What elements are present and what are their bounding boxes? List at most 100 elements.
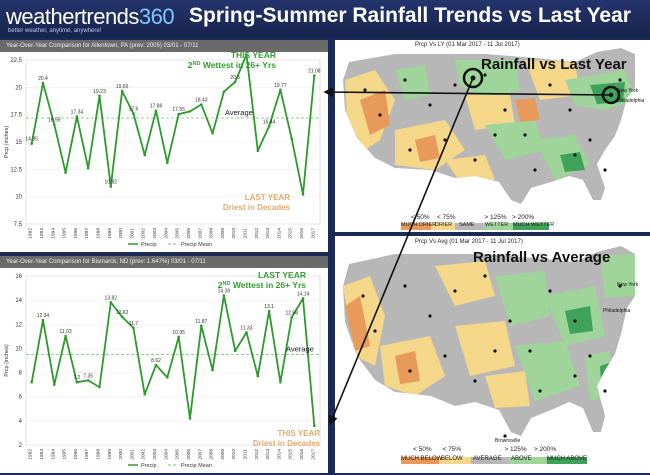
- y-tick-label: 17.5: [10, 113, 22, 119]
- x-tick-label: 2016: [299, 449, 305, 460]
- data-label: 19.77: [274, 83, 287, 89]
- logo-text: weathertrends360: [6, 4, 175, 29]
- x-tick-label: 2015: [288, 449, 294, 460]
- weathertrends-logo: weathertrends360 better weather, anytime…: [6, 2, 176, 36]
- data-point: [86, 379, 90, 382]
- city-label-new-york: New York: [617, 88, 639, 94]
- data-point: [132, 112, 135, 115]
- map-subtitle: Prcp Vs Avg (01 Mar 2017 - 11 Jul 2017): [415, 239, 523, 245]
- x-tick-label: 2002: [141, 449, 147, 460]
- x-tick-label: 2003: [152, 449, 158, 460]
- data-point: [301, 297, 305, 300]
- logo-tagline: better weather, anytime, anywhere!: [8, 28, 102, 34]
- data-label: 16.59: [48, 118, 61, 124]
- x-tick-label: 2006: [186, 449, 192, 460]
- y-tick-label: 12.5: [10, 167, 22, 173]
- average-label: Average: [286, 344, 314, 353]
- legend-precip-label: Precip: [141, 242, 157, 248]
- annotation-bottom-line1: LAST YEAR: [245, 193, 290, 202]
- x-tick-label: 1992: [28, 449, 34, 460]
- x-tick-label: 2011: [243, 228, 249, 239]
- data-point: [267, 309, 271, 313]
- x-tick-label: 2007: [197, 228, 203, 239]
- annotation-top-line2: 2ND Wettest in 26+ Yrs: [188, 60, 276, 70]
- data-point: [75, 115, 79, 118]
- x-tick-label: 2014: [276, 228, 282, 239]
- data-label: 17.34: [71, 109, 84, 115]
- x-tick-label: 2006: [186, 228, 192, 239]
- bismarck-chart-panel: Year-Over-Year Comparison for Bismarck, …: [0, 256, 328, 473]
- data-point: [143, 393, 147, 396]
- allentown-precip-chart: 7.5 10 12.5 15 17.5 20 22.5 Prcp (inches) 1992 19…: [4, 52, 321, 248]
- map-headline: Rainfall vs Average: [473, 249, 611, 266]
- data-label: 16.44: [263, 119, 276, 125]
- y-tick-label: 4: [19, 419, 23, 425]
- legend-swatch-much-above: [547, 457, 587, 464]
- x-tick-label: 2015: [288, 228, 294, 239]
- x-tick-label: 2017: [310, 449, 316, 460]
- legend-mean-label: Precip Mean: [181, 463, 212, 469]
- data-point: [233, 349, 237, 353]
- x-tick-label: 2005: [175, 449, 181, 460]
- map-vs-last-year: Prcp Vs LY (01 Mar 2017 - 11 Jul 2017) R…: [335, 40, 650, 232]
- data-label: 17.55: [172, 107, 185, 113]
- x-tick-label: 2016: [299, 228, 305, 239]
- data-point: [166, 376, 169, 379]
- data-label: 17.86: [150, 104, 163, 110]
- x-tick-label: 1997: [84, 449, 90, 460]
- data-label: 18.43: [195, 97, 208, 103]
- legend-swatch-average: [471, 457, 509, 464]
- x-tick-label: 2003: [152, 228, 158, 239]
- header-bar: weathertrends360 better weather, anytime…: [0, 0, 650, 38]
- x-tick-label: 1995: [62, 449, 68, 460]
- x-tick-label: 1993: [39, 449, 45, 460]
- data-point: [188, 110, 192, 113]
- city-label-new-york: New York: [617, 282, 639, 288]
- data-label: 13.1: [264, 304, 274, 310]
- x-tick-label: 2007: [197, 449, 203, 460]
- x-tick-label: 1994: [50, 449, 56, 460]
- x-tick-label: 1996: [73, 449, 79, 460]
- x-tick-label: 2009: [220, 228, 226, 239]
- data-point: [267, 124, 271, 128]
- data-label: 21.08: [308, 69, 321, 75]
- city-label-brownsville: Brownsville: [495, 438, 521, 444]
- data-point: [290, 137, 294, 141]
- y-axis-label: Prcp (inches): [4, 126, 10, 159]
- x-tick-label: 1999: [107, 228, 113, 239]
- y-tick-label: 14: [15, 298, 22, 304]
- legend-swatch-wetter: [483, 223, 513, 230]
- data-label: 7.2: [73, 375, 80, 381]
- data-point: [199, 103, 203, 106]
- x-tick-label: 2017: [310, 228, 316, 239]
- data-label: 10.95: [172, 330, 185, 336]
- precip-series-line: [30, 53, 316, 196]
- map-legend-labels: MUCH DRIERDRIER SAME WETTER MUCH WETTER: [401, 222, 555, 228]
- x-tick-label: 2014: [276, 449, 282, 460]
- x-tick-label: 2002: [141, 228, 147, 239]
- legend-swatch-much-below: [401, 457, 439, 464]
- annotation-top-line1: THIS YEAR: [231, 52, 276, 60]
- x-tick-label: 1998: [96, 449, 102, 460]
- map-legend-thresholds: < 50% < 75% > 125% > 200%: [413, 446, 557, 453]
- average-label: Average: [225, 108, 253, 117]
- data-point: [75, 380, 79, 384]
- legend-precip-label: Precip: [141, 463, 157, 469]
- x-tick-label: 2004: [163, 228, 169, 239]
- y-tick-label: 12: [15, 322, 22, 328]
- chart-title: Year-Over-Year Comparison for Allentown,…: [0, 40, 328, 52]
- data-point: [313, 74, 316, 77]
- bismarck-precip-chart: 2 4 6 8 10 12 14 16 Prcp (inches) 1992 1993 1994 199…: [4, 270, 321, 469]
- data-point: [166, 161, 169, 165]
- city-label-philadelphia: Philadelphia: [617, 98, 645, 104]
- map-legend-labels: MUCH BELOWBELOW AVERAGE ABOVE MUCH ABOVE: [401, 456, 588, 462]
- map-vs-average: Prcp Vs Avg (01 Mar 2017 - 11 Jul 2017) …: [335, 236, 650, 473]
- data-point: [143, 153, 147, 157]
- data-point: [211, 131, 214, 135]
- data-point: [256, 374, 260, 378]
- data-point: [30, 380, 33, 384]
- y-tick-label: 6: [19, 395, 23, 401]
- map-legend-thresholds: < 50% < 75% > 125% > 200%: [411, 214, 535, 221]
- y-tick-label: 20: [15, 85, 22, 91]
- data-point: [177, 112, 180, 116]
